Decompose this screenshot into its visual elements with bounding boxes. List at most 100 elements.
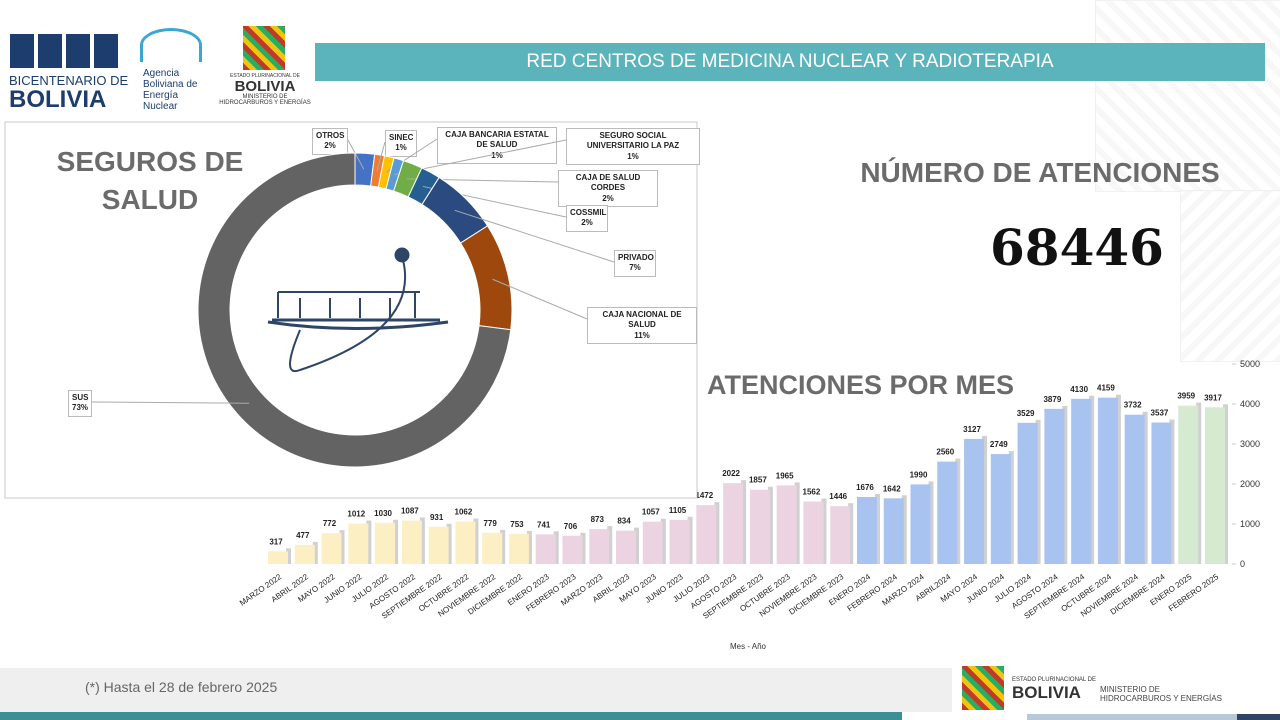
leader-line — [347, 139, 365, 170]
data-label-value: 1% — [395, 143, 407, 153]
data-label-name: SEGURO SOCIAL UNIVERSITARIO LA PAZ — [586, 131, 680, 151]
x-tick-label: FEBRERO 2025 — [1167, 572, 1221, 613]
value-label: 3959 — [1177, 392, 1195, 401]
title-bar — [315, 43, 1265, 81]
bar-side — [580, 532, 586, 564]
bar — [562, 535, 583, 564]
x-axis-title: Mes - Año — [730, 642, 767, 651]
value-label: 931 — [430, 513, 444, 522]
bar — [910, 484, 931, 564]
icon-line — [277, 291, 420, 318]
bar-side — [607, 526, 613, 564]
donut-slice — [197, 152, 512, 468]
footer-note: (*) Hasta el 28 de febrero 2025 — [85, 679, 278, 695]
bar-side — [794, 482, 800, 564]
footer-bolivia: BOLIVIA — [1012, 683, 1081, 702]
value-label: 1472 — [695, 491, 713, 500]
bar — [1124, 414, 1145, 564]
value-label: 1012 — [347, 510, 365, 519]
bar-side — [928, 481, 934, 564]
value-label: 1857 — [749, 476, 767, 485]
bar — [803, 501, 824, 564]
bar — [508, 533, 529, 564]
bar-side — [553, 531, 559, 564]
value-label: 4159 — [1097, 384, 1115, 393]
bar-side — [473, 518, 479, 564]
data-label-box: CAJA DE SALUD CORDES 2% — [558, 170, 658, 208]
value-label: 1990 — [910, 470, 928, 479]
bar — [856, 496, 877, 564]
y-tick-label: 1000 — [1240, 519, 1260, 529]
y-tick-label: 5000 — [1240, 359, 1260, 369]
bar — [428, 526, 449, 564]
bicentenario-mark — [10, 34, 120, 68]
bar-side — [901, 495, 907, 564]
bar-side — [393, 519, 399, 564]
bar-side — [366, 520, 372, 564]
kpi-label: NÚMERO DE ATENCIONES — [860, 157, 1220, 188]
value-label: 706 — [564, 522, 578, 531]
bar — [401, 520, 422, 564]
bar-side — [1169, 419, 1175, 564]
bar — [1017, 422, 1038, 564]
value-label: 873 — [591, 515, 605, 524]
page-title: RED CENTROS DE MEDICINA NUCLEAR Y RADIOT… — [526, 51, 1054, 72]
y-tick-label: 3000 — [1240, 439, 1260, 449]
bar — [294, 544, 315, 564]
bar-side — [821, 498, 827, 564]
bar-side — [1223, 404, 1228, 564]
bar-chart-title: ATENCIONES POR MES — [707, 370, 1015, 400]
bar-side — [1089, 395, 1095, 564]
bar — [883, 498, 904, 564]
bar — [937, 461, 958, 564]
bicentenario-text: BICENTENARIO DE — [9, 73, 129, 88]
ministerio-line: MINISTERIO DE — [242, 94, 288, 100]
bar — [1097, 397, 1118, 564]
value-label: 1105 — [669, 506, 687, 515]
bar — [1071, 398, 1092, 564]
ministerio-emblem — [243, 26, 285, 70]
bar-side — [286, 548, 291, 564]
bar — [964, 438, 985, 564]
bar-side — [714, 502, 720, 564]
data-label-value: 2% — [602, 193, 614, 203]
value-label: 317 — [269, 537, 283, 546]
data-label-name: PRIVADO — [618, 253, 654, 262]
footer-line — [1027, 714, 1237, 720]
kpi-value: 68446 — [990, 218, 1164, 277]
value-label: 1057 — [642, 508, 660, 517]
leader-line — [376, 141, 386, 171]
value-label: 753 — [510, 520, 524, 529]
data-label-box: SUS 73% — [68, 390, 92, 417]
footer-ministerio: HIDROCARBUROS Y ENERGÍAS — [1100, 694, 1222, 703]
bar — [1151, 422, 1172, 564]
bar — [1178, 405, 1199, 564]
value-label: 1030 — [374, 509, 392, 518]
data-label-name: CAJA NACIONAL DE SALUD — [602, 310, 682, 330]
value-label: 1446 — [829, 492, 847, 501]
data-label-name: OTROS — [316, 131, 345, 140]
data-label-value: 1% — [491, 150, 503, 160]
bar — [348, 523, 369, 564]
bar — [482, 532, 503, 564]
ministerio-line: ESTADO PLURINACIONAL DE — [229, 73, 300, 79]
bar-side — [1115, 394, 1121, 564]
value-label: 741 — [537, 520, 551, 529]
bar-side — [1008, 451, 1014, 564]
bar — [642, 521, 663, 564]
data-label-value: 11% — [634, 330, 650, 340]
value-label: 2749 — [990, 440, 1008, 449]
footer-emblem — [962, 666, 1004, 710]
bar — [723, 483, 744, 564]
aben-line: Energía — [143, 90, 179, 101]
aben-line: Nuclear — [143, 101, 178, 112]
data-label-box: SINEC 1% — [385, 130, 417, 157]
bar — [1205, 407, 1225, 564]
data-label-value: 2% — [581, 218, 593, 228]
